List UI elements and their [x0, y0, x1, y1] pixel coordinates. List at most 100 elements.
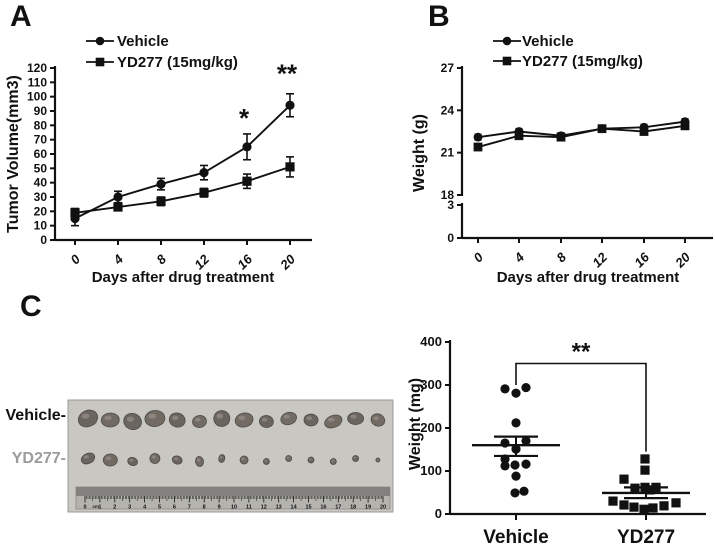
ruler-number: 14 [291, 505, 298, 511]
y-tick-label: 10 [34, 219, 48, 233]
legend-item: Vehicle [86, 33, 169, 50]
data-point-square [659, 501, 669, 511]
group-label: YD277 [617, 527, 675, 548]
tumor-highlight [105, 456, 112, 461]
y-tick-label: 120 [27, 61, 47, 75]
data-point-square [502, 56, 512, 66]
y-tick-label: 40 [34, 176, 48, 190]
tumor-highlight [104, 415, 112, 421]
tumor-highlight [129, 458, 134, 462]
series-square [473, 121, 690, 152]
data-point-circle [199, 168, 209, 178]
ruler-number: 1 [98, 505, 101, 511]
series-line [74, 165, 291, 214]
tumor-highlight [238, 415, 246, 421]
tumor-highlight [327, 417, 335, 422]
legend-item: Vehicle [493, 33, 574, 50]
y-tick-label: 21 [441, 146, 455, 160]
legend-item: YD277 (15mg/kg) [493, 53, 643, 70]
tumor-highlight [306, 416, 313, 421]
x-axis-title: Days after drug treatment [497, 269, 680, 286]
y-tick-label: 90 [34, 104, 48, 118]
ruler-number: 12 [261, 505, 267, 511]
x-tick-label: 20 [277, 251, 299, 273]
data-point-square [113, 202, 123, 212]
panel-a-label: A [10, 0, 32, 33]
y-axis-title: Weight (mg) [407, 378, 424, 470]
data-point-square [95, 57, 105, 67]
tumor-highlight [172, 415, 179, 421]
data-point-square [70, 208, 80, 218]
tumor-highlight [241, 457, 245, 461]
data-point-square [651, 482, 661, 492]
legend-label: Vehicle [117, 33, 169, 50]
data-point-square [285, 162, 295, 172]
data-point-circle [521, 459, 531, 469]
data-point-square [645, 485, 655, 495]
data-point-circle [510, 460, 520, 470]
data-point-square [199, 188, 209, 198]
ruler-number: 5 [158, 505, 161, 511]
tumor-highlight [309, 458, 312, 461]
legend-label: YD277 (15mg/kg) [522, 53, 643, 70]
x-tick-label: 8 [553, 249, 569, 265]
data-point-circle [473, 132, 483, 142]
legend-label: Vehicle [522, 33, 574, 50]
y-tick-label: 18 [441, 188, 455, 202]
data-point-square [597, 124, 607, 134]
data-point-circle [285, 100, 295, 110]
y-tick-label: 300 [420, 377, 442, 392]
x-tick-label: 4 [511, 249, 528, 266]
tumor-highlight [194, 417, 201, 422]
data-point-square [514, 131, 524, 141]
y-tick-label: 0 [435, 506, 442, 521]
ruler-unit: cm [93, 504, 100, 509]
y-tick-label: 200 [420, 420, 442, 435]
data-point-circle [113, 192, 123, 202]
ruler-number: 8 [203, 505, 206, 511]
y-tick-label: 24 [441, 103, 455, 117]
ruler-number: 9 [218, 505, 221, 511]
data-point-square [680, 121, 690, 131]
y-tick-label: 30 [34, 190, 48, 204]
data-point-circle [502, 36, 512, 46]
scatter-group-vehicle [472, 382, 560, 498]
tumor-highlight [151, 455, 156, 459]
significance-stars: * [239, 103, 250, 133]
ruler-band [76, 487, 390, 496]
data-point-circle [521, 382, 531, 393]
group-label: Vehicle [483, 527, 549, 548]
tumor-highlight [353, 456, 357, 459]
tumor [307, 456, 315, 464]
data-point-square [608, 496, 618, 506]
panel-c-scatter: 0 100 200 300 400 Weight (mg) Vehicle YD277 ** [407, 334, 706, 548]
tumor-highlight [261, 417, 268, 422]
data-point-circle [521, 436, 531, 446]
data-point-circle [156, 179, 166, 189]
tumor-highlight [286, 456, 290, 459]
photo-row-label-vehicle: Vehicle- [5, 407, 66, 424]
y-tick-label: 27 [441, 61, 455, 75]
x-tick-label: 16 [631, 249, 652, 270]
ruler-number: 4 [143, 505, 147, 511]
data-point-square [671, 498, 681, 508]
tumor-highlight [373, 416, 379, 421]
ruler-number: 7 [188, 505, 191, 511]
ruler-number: 0 [83, 505, 86, 511]
ruler-number: 18 [350, 505, 356, 511]
tumor-highlight [81, 413, 90, 419]
ruler-number: 20 [380, 505, 386, 511]
series-line [74, 104, 291, 220]
tumor-highlight [173, 457, 178, 461]
y-tick-label: 100 [420, 463, 442, 478]
y-tick-label: 3 [447, 198, 454, 212]
y-tick-label: 0 [447, 231, 454, 245]
tumor [262, 458, 270, 465]
data-point-square [242, 176, 252, 186]
photo-row-label-yd277: YD277- [11, 450, 66, 467]
tumor-highlight [283, 414, 290, 419]
